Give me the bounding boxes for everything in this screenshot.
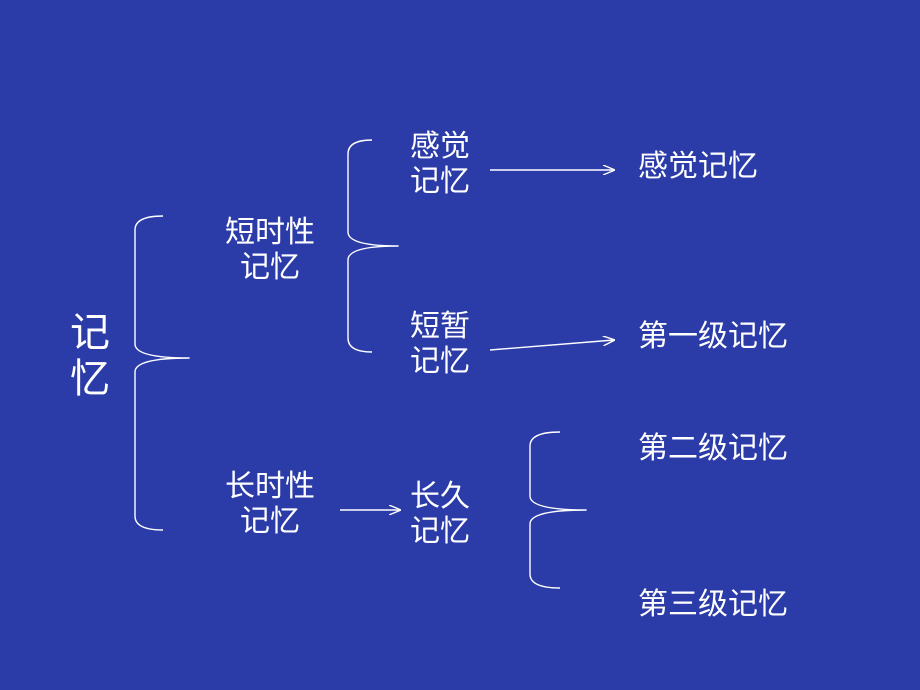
node-brief: 短暂 记忆 — [410, 310, 470, 379]
arrow — [490, 340, 614, 350]
node-result-sensory: 感觉记忆 — [638, 150, 758, 185]
diagram-canvas: 记 忆 短时性 记忆 长时性 记忆 感觉 记忆 短暂 记忆 长久 记忆 感觉记忆… — [0, 0, 920, 690]
node-result-level2: 第二级记忆 — [638, 432, 788, 467]
node-short-term: 短时性 记忆 — [225, 216, 315, 285]
node-lasting: 长久 记忆 — [410, 480, 470, 549]
brace — [530, 432, 587, 588]
node-result-level1: 第一级记忆 — [638, 320, 788, 355]
node-result-level3: 第三级记忆 — [638, 588, 788, 623]
braces-group — [135, 140, 587, 588]
node-long-term: 长时性 记忆 — [225, 470, 315, 539]
node-root: 记 忆 — [70, 310, 110, 402]
brace — [348, 140, 399, 352]
brace — [135, 216, 190, 530]
node-sensory: 感觉 记忆 — [410, 130, 470, 199]
arrows-group — [340, 170, 614, 510]
